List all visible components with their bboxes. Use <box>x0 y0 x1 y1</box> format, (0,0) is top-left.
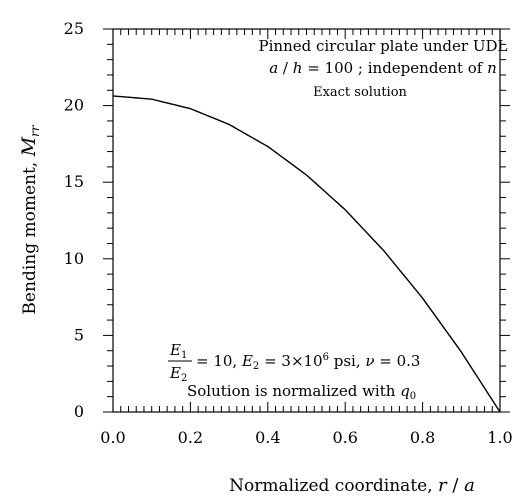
param-e1: E1 <box>169 341 187 361</box>
data-series <box>112 95 501 413</box>
annotation-exact: Exact solution <box>313 85 407 100</box>
x-tick-label: 0.0 <box>100 428 125 447</box>
y-tick-label: 25 <box>64 19 84 38</box>
y-tick-label: 20 <box>64 96 84 115</box>
y-tick-label: 5 <box>74 325 84 344</box>
bending-moment-curve <box>112 95 501 413</box>
x-axis-label: Normalized coordinate, r / a <box>229 475 475 496</box>
x-tick-label: 0.8 <box>410 428 435 447</box>
axis-ticks <box>103 28 510 413</box>
y-tick-label: 15 <box>64 172 84 191</box>
annotation-ratio: a / h = 100 ; independent of n <box>269 59 497 77</box>
param-e2: E2 <box>169 364 187 384</box>
y-tick-label: 10 <box>64 249 84 268</box>
param-values: = 10, E2 = 3×106 psi, ν = 0.3 <box>196 352 420 372</box>
annotation-normalization: Solution is normalized with q0 <box>187 382 416 402</box>
tick-labels: 0.0 0.2 0.4 0.6 0.8 1.0 0 5 10 15 20 25 <box>64 19 513 447</box>
x-tick-label: 0.4 <box>255 428 280 447</box>
x-tick-label: 0.6 <box>332 428 357 447</box>
x-tick-label: 1.0 <box>487 428 512 447</box>
y-tick-label: 0 <box>74 402 84 421</box>
x-tick-label: 0.2 <box>178 428 203 447</box>
y-axis-label: Bending moment, Mrr <box>18 124 42 314</box>
annotation-title: Pinned circular plate under UDL <box>259 37 508 55</box>
